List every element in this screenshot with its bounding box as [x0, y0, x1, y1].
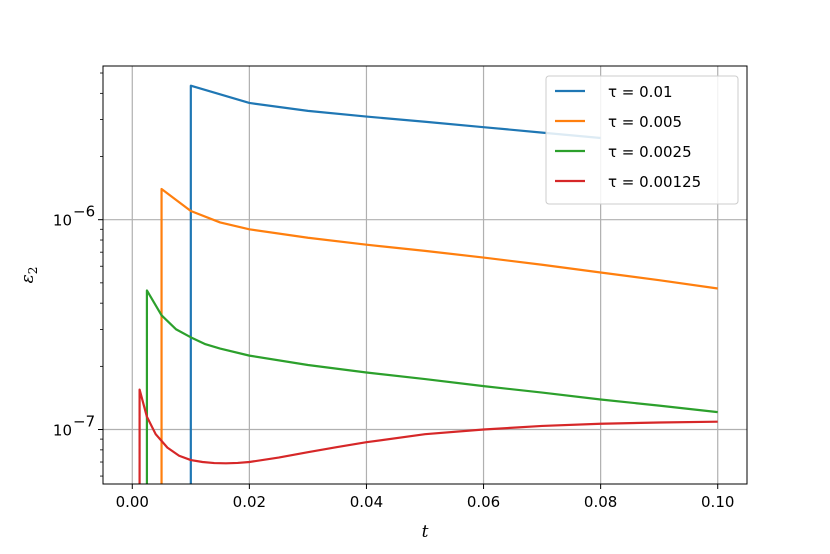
x-tick-label: 0.08: [584, 493, 617, 511]
legend-label: τ = 0.00125: [608, 173, 701, 191]
x-tick-label: 0.04: [350, 493, 383, 511]
series-layer: [138, 84, 718, 484]
legend: τ = 0.01 τ = 0.005 τ = 0.0025 τ = 0.00125: [545, 75, 739, 205]
legend-label: τ = 0.005: [608, 113, 682, 131]
y-axis-label-subscript: 2: [26, 267, 40, 275]
x-tick-label: 0.06: [467, 493, 500, 511]
x-tick-label: 0.10: [701, 493, 734, 511]
y-axis-label: ε2: [18, 267, 40, 284]
series-line: [145, 289, 718, 484]
series-line: [160, 187, 718, 484]
series-line: [138, 388, 718, 484]
legend-label: τ = 0.01: [608, 83, 673, 101]
y-tick-label-exponent: −6: [73, 203, 95, 221]
x-tick-label: 0.00: [116, 493, 149, 511]
y-tick-label: 10: [53, 422, 72, 440]
series-line: [189, 84, 601, 484]
legend-label: τ = 0.0025: [608, 143, 692, 161]
y-axis-label-symbol: ε: [18, 274, 38, 283]
x-axis: 0.00 0.02 0.04 0.06 0.08 0.10: [116, 484, 734, 511]
y-tick-label-exponent: −7: [73, 413, 95, 431]
y-axis: 10−710−6: [53, 72, 103, 477]
plot-area: [102, 65, 748, 485]
x-tick-label: 0.02: [233, 493, 266, 511]
legend-box: [545, 75, 739, 205]
x-axis-label: t: [422, 522, 429, 542]
y-tick-label: 10: [53, 212, 72, 230]
